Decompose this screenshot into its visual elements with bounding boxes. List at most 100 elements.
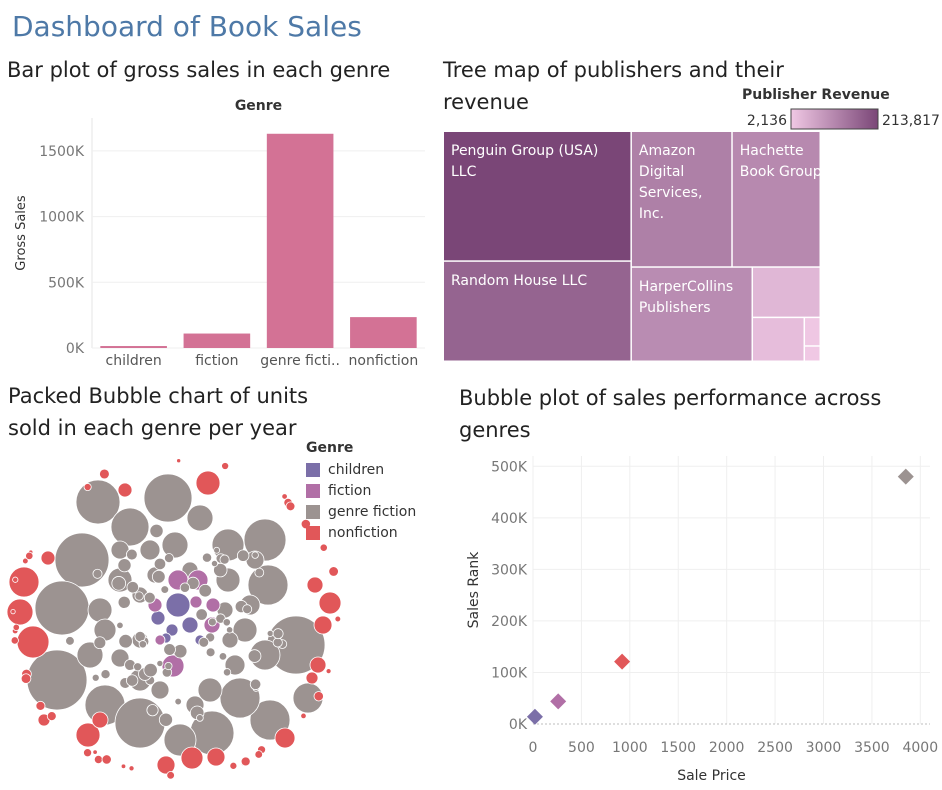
bubble-genre-fiction[interactable] (207, 617, 217, 627)
bubble-nonfiction[interactable] (334, 615, 342, 623)
bubble-genre-fiction[interactable] (117, 558, 132, 573)
bubble-genre-fiction[interactable] (198, 583, 212, 598)
bubble-genre-fiction[interactable] (143, 473, 193, 523)
bubble-genre-fiction[interactable] (91, 673, 100, 682)
bubble-nonfiction[interactable] (206, 747, 226, 767)
bubble-genre-fiction[interactable] (222, 618, 231, 627)
bubble-nonfiction[interactable] (92, 749, 98, 755)
bubble-nonfiction[interactable] (16, 625, 50, 659)
scatter-point-children[interactable] (526, 708, 543, 725)
bubble-nonfiction[interactable] (10, 636, 19, 645)
bubble-genre-fiction[interactable] (118, 634, 133, 649)
treemap-cell-harpercollins-publishers[interactable] (631, 267, 752, 361)
bubble-nonfiction[interactable] (12, 576, 19, 583)
bubble-genre-fiction[interactable] (163, 643, 176, 656)
bubble-genre-fiction[interactable] (247, 649, 262, 663)
packed-bubble-chart[interactable] (0, 440, 350, 780)
bubble-genre-fiction[interactable] (100, 669, 111, 680)
bubble-nonfiction[interactable] (180, 746, 204, 770)
bubble-genre-fiction[interactable] (138, 640, 147, 649)
bubble-children[interactable] (165, 592, 191, 618)
bubble-nonfiction[interactable] (318, 591, 342, 615)
bubble-genre-fiction[interactable] (116, 621, 124, 630)
bubble-genre-fiction[interactable] (225, 626, 234, 634)
bubble-children[interactable] (181, 616, 199, 634)
bubble-fiction[interactable] (154, 634, 166, 646)
bubble-nonfiction[interactable] (117, 482, 133, 498)
treemap-cell-amazon-digital-services-inc[interactable] (631, 132, 732, 267)
bubble-genre-fiction[interactable] (146, 704, 159, 717)
legend-item-nonfiction[interactable]: nonfiction (306, 522, 416, 543)
bubble-genre-fiction[interactable] (114, 697, 166, 749)
scatter-point-fiction[interactable] (550, 693, 567, 710)
bubble-nonfiction[interactable] (120, 763, 127, 770)
bubble-genre-fiction[interactable] (179, 582, 191, 593)
bubble-genre-fiction[interactable] (164, 553, 174, 564)
scatter-point-nonfiction[interactable] (614, 653, 631, 670)
bubble-genre-fiction[interactable] (92, 568, 103, 579)
bubble-genre-fiction[interactable] (150, 680, 170, 700)
bubble-nonfiction[interactable] (306, 576, 324, 594)
bubble-nonfiction[interactable] (91, 711, 109, 729)
bubble-genre-fiction[interactable] (222, 668, 232, 677)
treemap-chart[interactable]: Publisher Revenue 2,136 213,817 Penguin Gro… (440, 80, 942, 370)
bubble-genre-fiction[interactable] (111, 576, 127, 591)
bubble-genre-fiction[interactable] (160, 585, 170, 594)
treemap-cell-hachette-book-group[interactable] (732, 132, 820, 267)
bubble-nonfiction[interactable] (274, 727, 296, 749)
bar-genre-fiction[interactable] (266, 133, 334, 348)
bubble-genre-fiction[interactable] (87, 597, 113, 623)
bubble-genre-fiction[interactable] (254, 567, 265, 578)
bar-chart[interactable]: Genre 0K 500K 1000K 1500K Gross Sales children… (0, 90, 440, 380)
bubble-genre-fiction[interactable] (205, 647, 216, 658)
bubble-genre-fiction[interactable] (251, 551, 259, 559)
bubble-nonfiction[interactable] (325, 668, 332, 675)
bubble-nonfiction[interactable] (328, 566, 339, 577)
bubble-genre-fiction[interactable] (221, 631, 239, 649)
bubble-genre-fiction[interactable] (93, 636, 107, 650)
bubble-genre-fiction[interactable] (196, 714, 204, 722)
bubble-nonfiction[interactable] (305, 671, 319, 685)
bubble-nonfiction[interactable] (229, 761, 238, 770)
bubble-genre-fiction[interactable] (133, 662, 143, 672)
bubble-nonfiction[interactable] (22, 557, 29, 565)
bubble-nonfiction[interactable] (254, 750, 263, 759)
bubble-genre-fiction[interactable] (117, 595, 131, 609)
bubble-genre-fiction[interactable] (65, 636, 75, 646)
bubble-nonfiction[interactable] (166, 771, 175, 780)
bubble-nonfiction[interactable] (281, 493, 288, 500)
bubble-nonfiction[interactable] (46, 711, 57, 722)
bubble-genre-fiction[interactable] (186, 504, 214, 532)
legend-item-children[interactable]: children (306, 459, 416, 480)
bubble-genre-fiction[interactable] (219, 554, 230, 565)
bar-children[interactable] (100, 346, 167, 348)
bubble-nonfiction[interactable] (35, 700, 46, 711)
bubble-nonfiction[interactable] (8, 566, 40, 598)
bubble-genre-fiction[interactable] (236, 549, 250, 562)
bubble-genre-fiction[interactable] (126, 548, 138, 561)
bubble-nonfiction[interactable] (176, 458, 182, 464)
bubble-genre-fiction[interactable] (198, 637, 210, 648)
scatter-chart[interactable]: 0 500 1000 1500 2000 2500 3000 3500 4000 0K 100K 20… (440, 440, 942, 790)
bubble-nonfiction[interactable] (221, 462, 230, 470)
bubble-genre-fiction[interactable] (143, 591, 156, 604)
bubble-genre-fiction[interactable] (164, 661, 173, 671)
bubble-genre-fiction[interactable] (210, 559, 219, 568)
bubble-nonfiction[interactable] (83, 483, 92, 492)
bubble-genre-fiction[interactable] (243, 518, 287, 562)
bubble-genre-fiction[interactable] (153, 557, 167, 571)
bubble-genre-fiction[interactable] (54, 532, 110, 588)
bubble-genre-fiction[interactable] (110, 648, 130, 668)
bubble-genre-fiction[interactable] (272, 628, 284, 640)
treemap-cell-other-6[interactable] (753, 318, 804, 361)
bubble-nonfiction[interactable] (313, 691, 324, 702)
bubble-genre-fiction[interactable] (201, 552, 213, 563)
bubble-genre-fiction[interactable] (218, 652, 228, 661)
bubble-nonfiction[interactable] (75, 722, 101, 748)
bubble-genre-fiction[interactable] (242, 604, 253, 615)
bubble-nonfiction[interactable] (93, 755, 103, 765)
bubble-genre-fiction[interactable] (34, 580, 90, 636)
bubble-genre-fiction[interactable] (126, 581, 139, 594)
bubble-genre-fiction[interactable] (134, 591, 144, 601)
bubble-nonfiction[interactable] (128, 765, 135, 772)
